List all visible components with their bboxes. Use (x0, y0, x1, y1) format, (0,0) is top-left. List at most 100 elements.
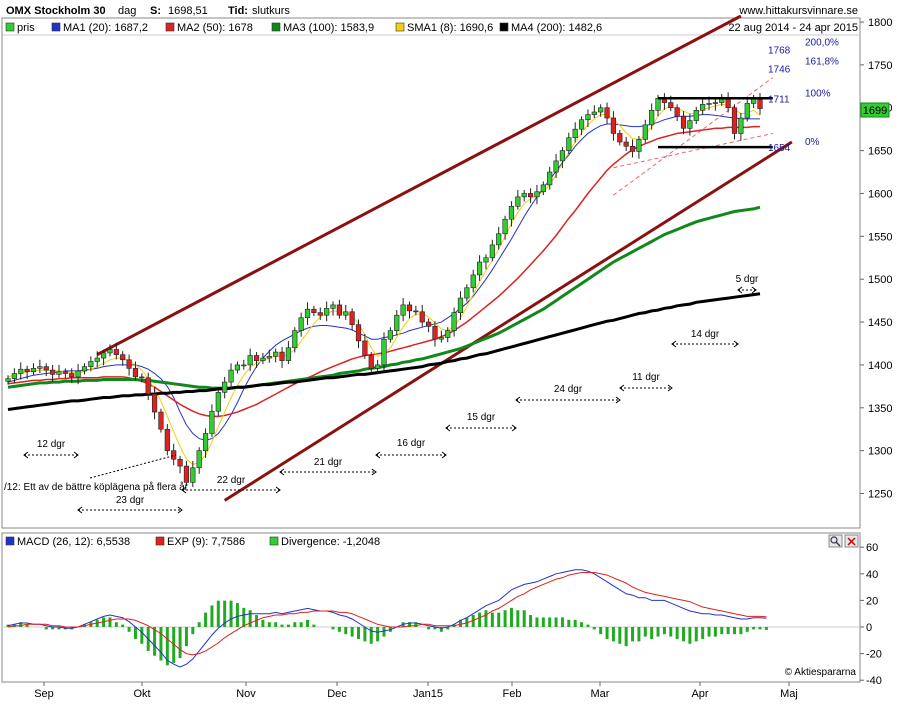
candle-body (668, 102, 674, 109)
candle (100, 349, 107, 366)
candle-body (585, 114, 591, 121)
price-tick-label: 1500 (868, 274, 892, 286)
candle (88, 356, 94, 372)
candle (451, 307, 457, 337)
candle-body (343, 311, 349, 316)
current-price-marker: 1699 (860, 102, 890, 118)
candle (617, 130, 623, 146)
candle-body (202, 433, 209, 451)
x-tick-label: Nov (236, 688, 256, 700)
candle (5, 375, 11, 385)
candle-body (706, 103, 712, 105)
candle (419, 304, 425, 327)
candle-body (56, 371, 62, 375)
candle-body (330, 304, 336, 309)
candle (158, 408, 164, 433)
candle-body (489, 244, 495, 259)
candle (196, 447, 202, 474)
candle-body (362, 340, 368, 356)
candle-body (636, 139, 642, 152)
candle-body (75, 370, 81, 378)
candle-body (11, 373, 17, 379)
candle (11, 368, 17, 384)
candle-body (151, 393, 158, 413)
candle (222, 376, 228, 399)
candle-body (241, 364, 247, 367)
candle (426, 318, 432, 333)
candle (355, 319, 362, 349)
time-label: Tid: (228, 5, 248, 17)
candle (126, 354, 132, 376)
candle-body (464, 287, 470, 299)
fib-percent-label: 161,8% (805, 56, 839, 67)
cycle-arrow-left (77, 506, 83, 514)
candle (534, 184, 540, 205)
cycle-label: 16 dgr (397, 438, 426, 449)
cycle-arrow-left (619, 384, 625, 392)
candle (610, 111, 617, 141)
candle (585, 109, 591, 128)
candle (273, 348, 279, 363)
candle (457, 291, 464, 320)
candle (177, 455, 183, 474)
legend-label: MACD (26, 12): 6,5538 (17, 536, 130, 548)
fib-price-label: 1654 (768, 143, 791, 154)
close-icon[interactable] (844, 534, 859, 548)
candle (623, 136, 629, 152)
candle (680, 111, 687, 135)
candle (553, 154, 559, 179)
cycle-label: 23 dgr (116, 495, 145, 506)
zoom-icon[interactable] (828, 534, 843, 548)
lower-channel-line (223, 140, 793, 502)
candle (496, 226, 502, 250)
candle (432, 321, 438, 347)
candle (94, 351, 100, 368)
candle-body (24, 368, 30, 373)
candle (75, 364, 81, 385)
candle-body (311, 308, 317, 313)
candle (190, 460, 196, 488)
candle (578, 116, 585, 136)
cycle-arrow-right (615, 396, 621, 404)
candle-body (432, 326, 438, 340)
candle-body (145, 377, 151, 395)
candlesticks (5, 92, 763, 488)
candle-body (164, 428, 170, 451)
legend-label: pris (17, 22, 35, 34)
candle (604, 102, 610, 125)
fib-percent-label: 100% (805, 88, 831, 99)
candle-body (183, 465, 190, 483)
candle-body (247, 355, 253, 366)
candle (502, 215, 508, 240)
chart-header: OMX Stockholm 30 dag S: 1698,51 Tid: slu… (6, 5, 858, 34)
legend-label: SMA1 (8): 1690,6 (407, 22, 493, 34)
candle-body (196, 450, 202, 469)
candle (62, 368, 68, 379)
candle (139, 373, 145, 383)
candle (489, 239, 495, 262)
price-axis: 1800175017001650160015501500145014001350… (860, 17, 892, 501)
candle (413, 305, 419, 316)
cycle-arrow-right (275, 486, 281, 494)
price-tick-label: 1550 (868, 231, 892, 243)
candle (336, 299, 342, 319)
cycle-arrow-right (751, 286, 757, 294)
candle-body (292, 330, 298, 349)
current-price-label: 1699 (863, 105, 887, 117)
candle (349, 308, 355, 331)
candle-body (336, 304, 342, 316)
legend-swatch (155, 536, 165, 546)
source-label: www.hittakursvinnare.se (738, 5, 858, 17)
candle (311, 305, 317, 317)
price-tick-label: 1750 (868, 60, 892, 72)
candle (540, 181, 546, 196)
cycle-arrow-left (515, 396, 521, 404)
candle-body (279, 351, 285, 361)
candle (298, 312, 304, 337)
candle (483, 254, 489, 270)
x-tick-label: Sep (34, 688, 54, 700)
candle-body (413, 310, 419, 313)
candle-body (375, 364, 381, 369)
candle (285, 340, 292, 365)
candle-body (744, 103, 750, 119)
